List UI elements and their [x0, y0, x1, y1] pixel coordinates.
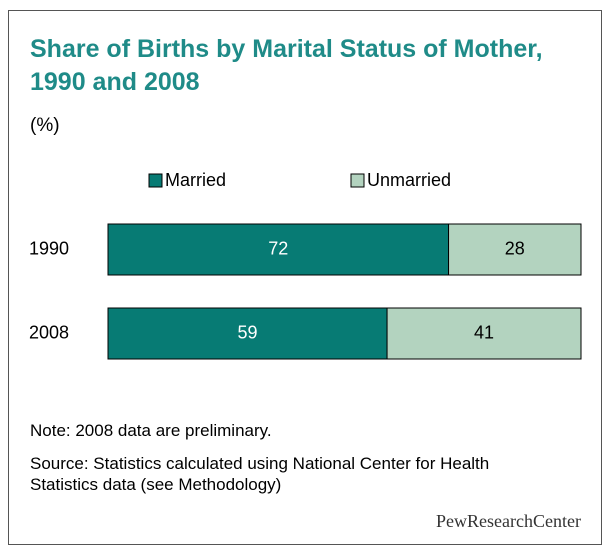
data-label: 28 [505, 238, 525, 258]
legend-swatch [148, 173, 163, 188]
chart-title: Share of Births by Marital Status of Mot… [30, 35, 543, 96]
bar-segment [386, 307, 582, 360]
credit: PewResearchCenter [436, 511, 581, 531]
chart-subtitle: (%) [30, 115, 60, 136]
legend-label: Married [165, 170, 226, 190]
data-label: 72 [268, 238, 288, 258]
source: Source: Statistics calculated using Nati… [30, 454, 490, 494]
bar-segment [107, 307, 388, 360]
note: Note: 2008 data are preliminary. [30, 421, 272, 440]
y-tick-label: 2008 [29, 322, 69, 342]
legend-label: Unmarried [367, 170, 451, 190]
data-label: 59 [238, 322, 258, 342]
bar-segment [107, 223, 450, 276]
legend-swatch [350, 173, 365, 188]
bar-segment [448, 223, 582, 276]
chart-frame: Share of Births by Marital Status of Mot… [8, 10, 602, 545]
y-tick-label: 1990 [29, 238, 69, 258]
data-label: 41 [474, 322, 494, 342]
chart: Married Unmarried 1990 72 28 2008 59 41 [29, 170, 582, 360]
